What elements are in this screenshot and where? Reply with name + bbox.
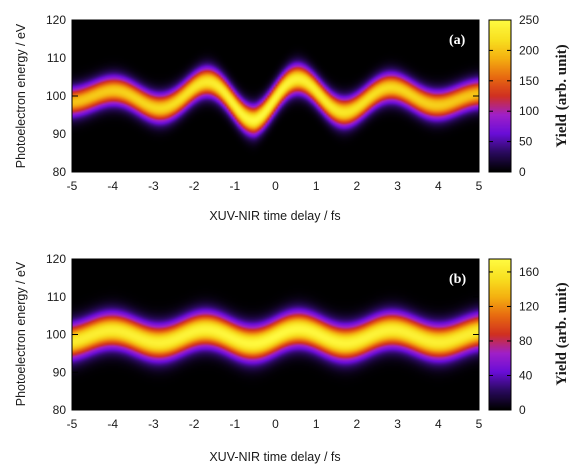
- x-tick-label: 1: [313, 417, 320, 431]
- x-axis-title-a: XUV-NIR time delay / fs: [209, 209, 340, 223]
- colorbar-b: [489, 259, 511, 410]
- y-axis-title-a: Photoelectron energy / eV: [14, 23, 28, 168]
- ticks-b: -5 -4 -3 -2 -1 0 1 2 3 4 5 80 90 100 110 120: [46, 252, 483, 431]
- x-tick-label: 4: [435, 179, 442, 193]
- x-tick-label: -4: [107, 179, 118, 193]
- y-tick-label: 90: [53, 365, 67, 379]
- colorbar-tick-label: 0: [519, 165, 526, 179]
- y-tick-label: 80: [53, 165, 67, 179]
- y-tick-label: 80: [53, 403, 67, 417]
- colorbar-tick-label: 120: [519, 299, 539, 313]
- heatmap-b: [72, 259, 479, 410]
- x-tick-label: 5: [476, 179, 483, 193]
- colorbar-tick-label: 50: [519, 135, 533, 149]
- colorbar-tick-label: 40: [519, 368, 533, 382]
- colorbar-tick-label: 250: [519, 13, 539, 27]
- x-tick-label: -1: [229, 179, 240, 193]
- colorbar-tick-label: 160: [519, 265, 539, 279]
- colorbar-ticks-a: 0 50 100 150 200 250: [489, 13, 539, 179]
- y-tick-label: 110: [47, 290, 66, 304]
- heatmap-a: [72, 20, 479, 172]
- x-tick-label: -2: [189, 417, 200, 431]
- y-tick-label: 110: [47, 51, 66, 65]
- colorbar-frame-a: [488, 19, 512, 173]
- colorbar-title-b: Yield (arb. unit): [554, 282, 570, 385]
- x-tick-label: 2: [354, 179, 361, 193]
- x-tick-label: 1: [313, 179, 320, 193]
- colorbar-tick-label: 0: [519, 403, 526, 417]
- colorbar-tick-label: 100: [519, 104, 539, 118]
- y-tick-label: 100: [46, 89, 66, 103]
- x-axis-title-b: XUV-NIR time delay / fs: [209, 450, 340, 464]
- x-tick-label: 0: [272, 179, 279, 193]
- x-tick-label: 0: [272, 417, 279, 431]
- y-tick-label: 90: [53, 127, 67, 141]
- x-tick-label: -5: [67, 179, 78, 193]
- colorbar-tick-label: 150: [519, 74, 539, 88]
- x-tick-label: 5: [476, 417, 483, 431]
- colorbar-a: [489, 20, 511, 172]
- x-tick-label: -3: [148, 417, 159, 431]
- x-tick-label: -2: [189, 179, 200, 193]
- x-tick-label: 3: [394, 417, 401, 431]
- colorbar-title-a: Yield (arb. unit): [554, 44, 570, 147]
- y-tick-label: 120: [46, 13, 66, 27]
- panel-b: -5 -4 -3 -2 -1 0 1 2 3 4 5 80 90 100 110 120 (b) XUV-NI…: [14, 252, 570, 464]
- colorbar-tick-label: 200: [519, 43, 539, 57]
- x-tick-label: -5: [67, 417, 78, 431]
- x-tick-label: 2: [354, 417, 361, 431]
- panel-a: -5 -4 -3 -2 -1 0 1 2 3 4 5 80 90 100 110 120 (a) XUV-NI…: [14, 13, 570, 223]
- x-tick-label: -3: [148, 179, 159, 193]
- panel-label-a: (a): [449, 33, 466, 48]
- y-axis-title-b: Photoelectron energy / eV: [14, 261, 28, 406]
- ticks-a: -5 -4 -3 -2 -1 0 1 2 3 4 5 80 90 100 110 120: [46, 13, 483, 193]
- y-tick-label: 100: [46, 328, 66, 342]
- x-tick-label: 3: [394, 179, 401, 193]
- x-tick-label: -4: [107, 417, 118, 431]
- x-tick-label: -1: [229, 417, 240, 431]
- panel-label-b: (b): [449, 272, 466, 287]
- colorbar-tick-label: 80: [519, 334, 533, 348]
- colorbar-frame-b: [488, 258, 512, 411]
- y-tick-label: 120: [46, 252, 66, 266]
- colorbar-ticks-b: 0 40 80 120 160: [489, 265, 539, 417]
- x-tick-label: 4: [435, 417, 442, 431]
